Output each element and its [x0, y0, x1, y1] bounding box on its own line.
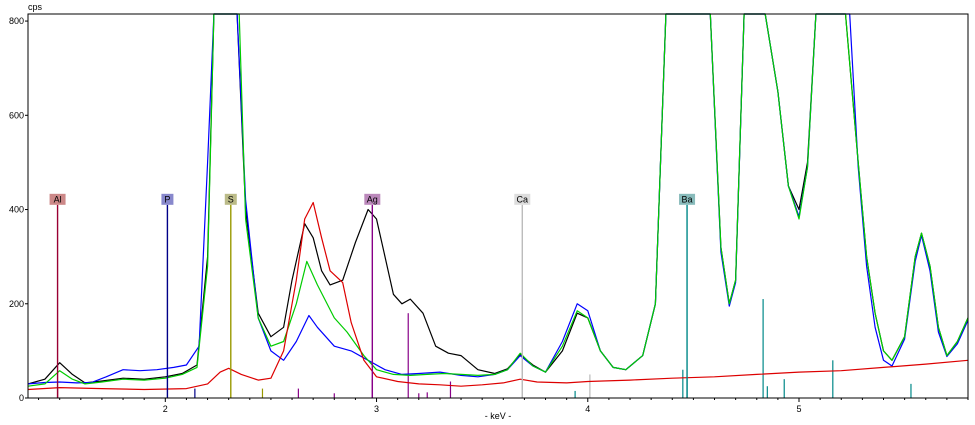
- y-tick-label: 200: [9, 299, 24, 309]
- x-tick-label: 3: [374, 404, 379, 414]
- element-label-box: [514, 193, 531, 205]
- x-tick-label: 2: [163, 404, 168, 414]
- y-tick-label: 0: [19, 393, 24, 403]
- spectrum-series-2: [27, 13, 969, 387]
- element-label: Ba: [682, 194, 693, 204]
- element-label-box: [679, 193, 696, 205]
- element-label: Ag: [367, 194, 378, 204]
- plot-frame: [27, 13, 969, 399]
- y-tick-label: 600: [9, 110, 24, 120]
- axes: 0 200 400 600 800 2 3 4 5: [9, 16, 969, 414]
- element-label-box: [224, 193, 237, 205]
- x-axis-label: - keV -: [485, 411, 512, 421]
- element-label: Al: [54, 194, 62, 204]
- y-tick-label: 400: [9, 205, 24, 215]
- x-tick-label: 5: [797, 404, 802, 414]
- y-tick-label: 800: [9, 16, 24, 26]
- plot-background: [28, 14, 968, 398]
- y-axis-unit: cps: [28, 2, 43, 12]
- x-tick-label: 4: [585, 404, 590, 414]
- element-label: S: [228, 194, 234, 204]
- element-label-box: [49, 193, 66, 205]
- element-label-box: [161, 193, 174, 205]
- spectrum-series-3: [27, 201, 969, 391]
- element-label: Ca: [517, 194, 529, 204]
- element-lines: Al P S Ag Ca Ba: [49, 193, 696, 398]
- element-label-box: [364, 193, 381, 205]
- element-label: P: [164, 194, 170, 204]
